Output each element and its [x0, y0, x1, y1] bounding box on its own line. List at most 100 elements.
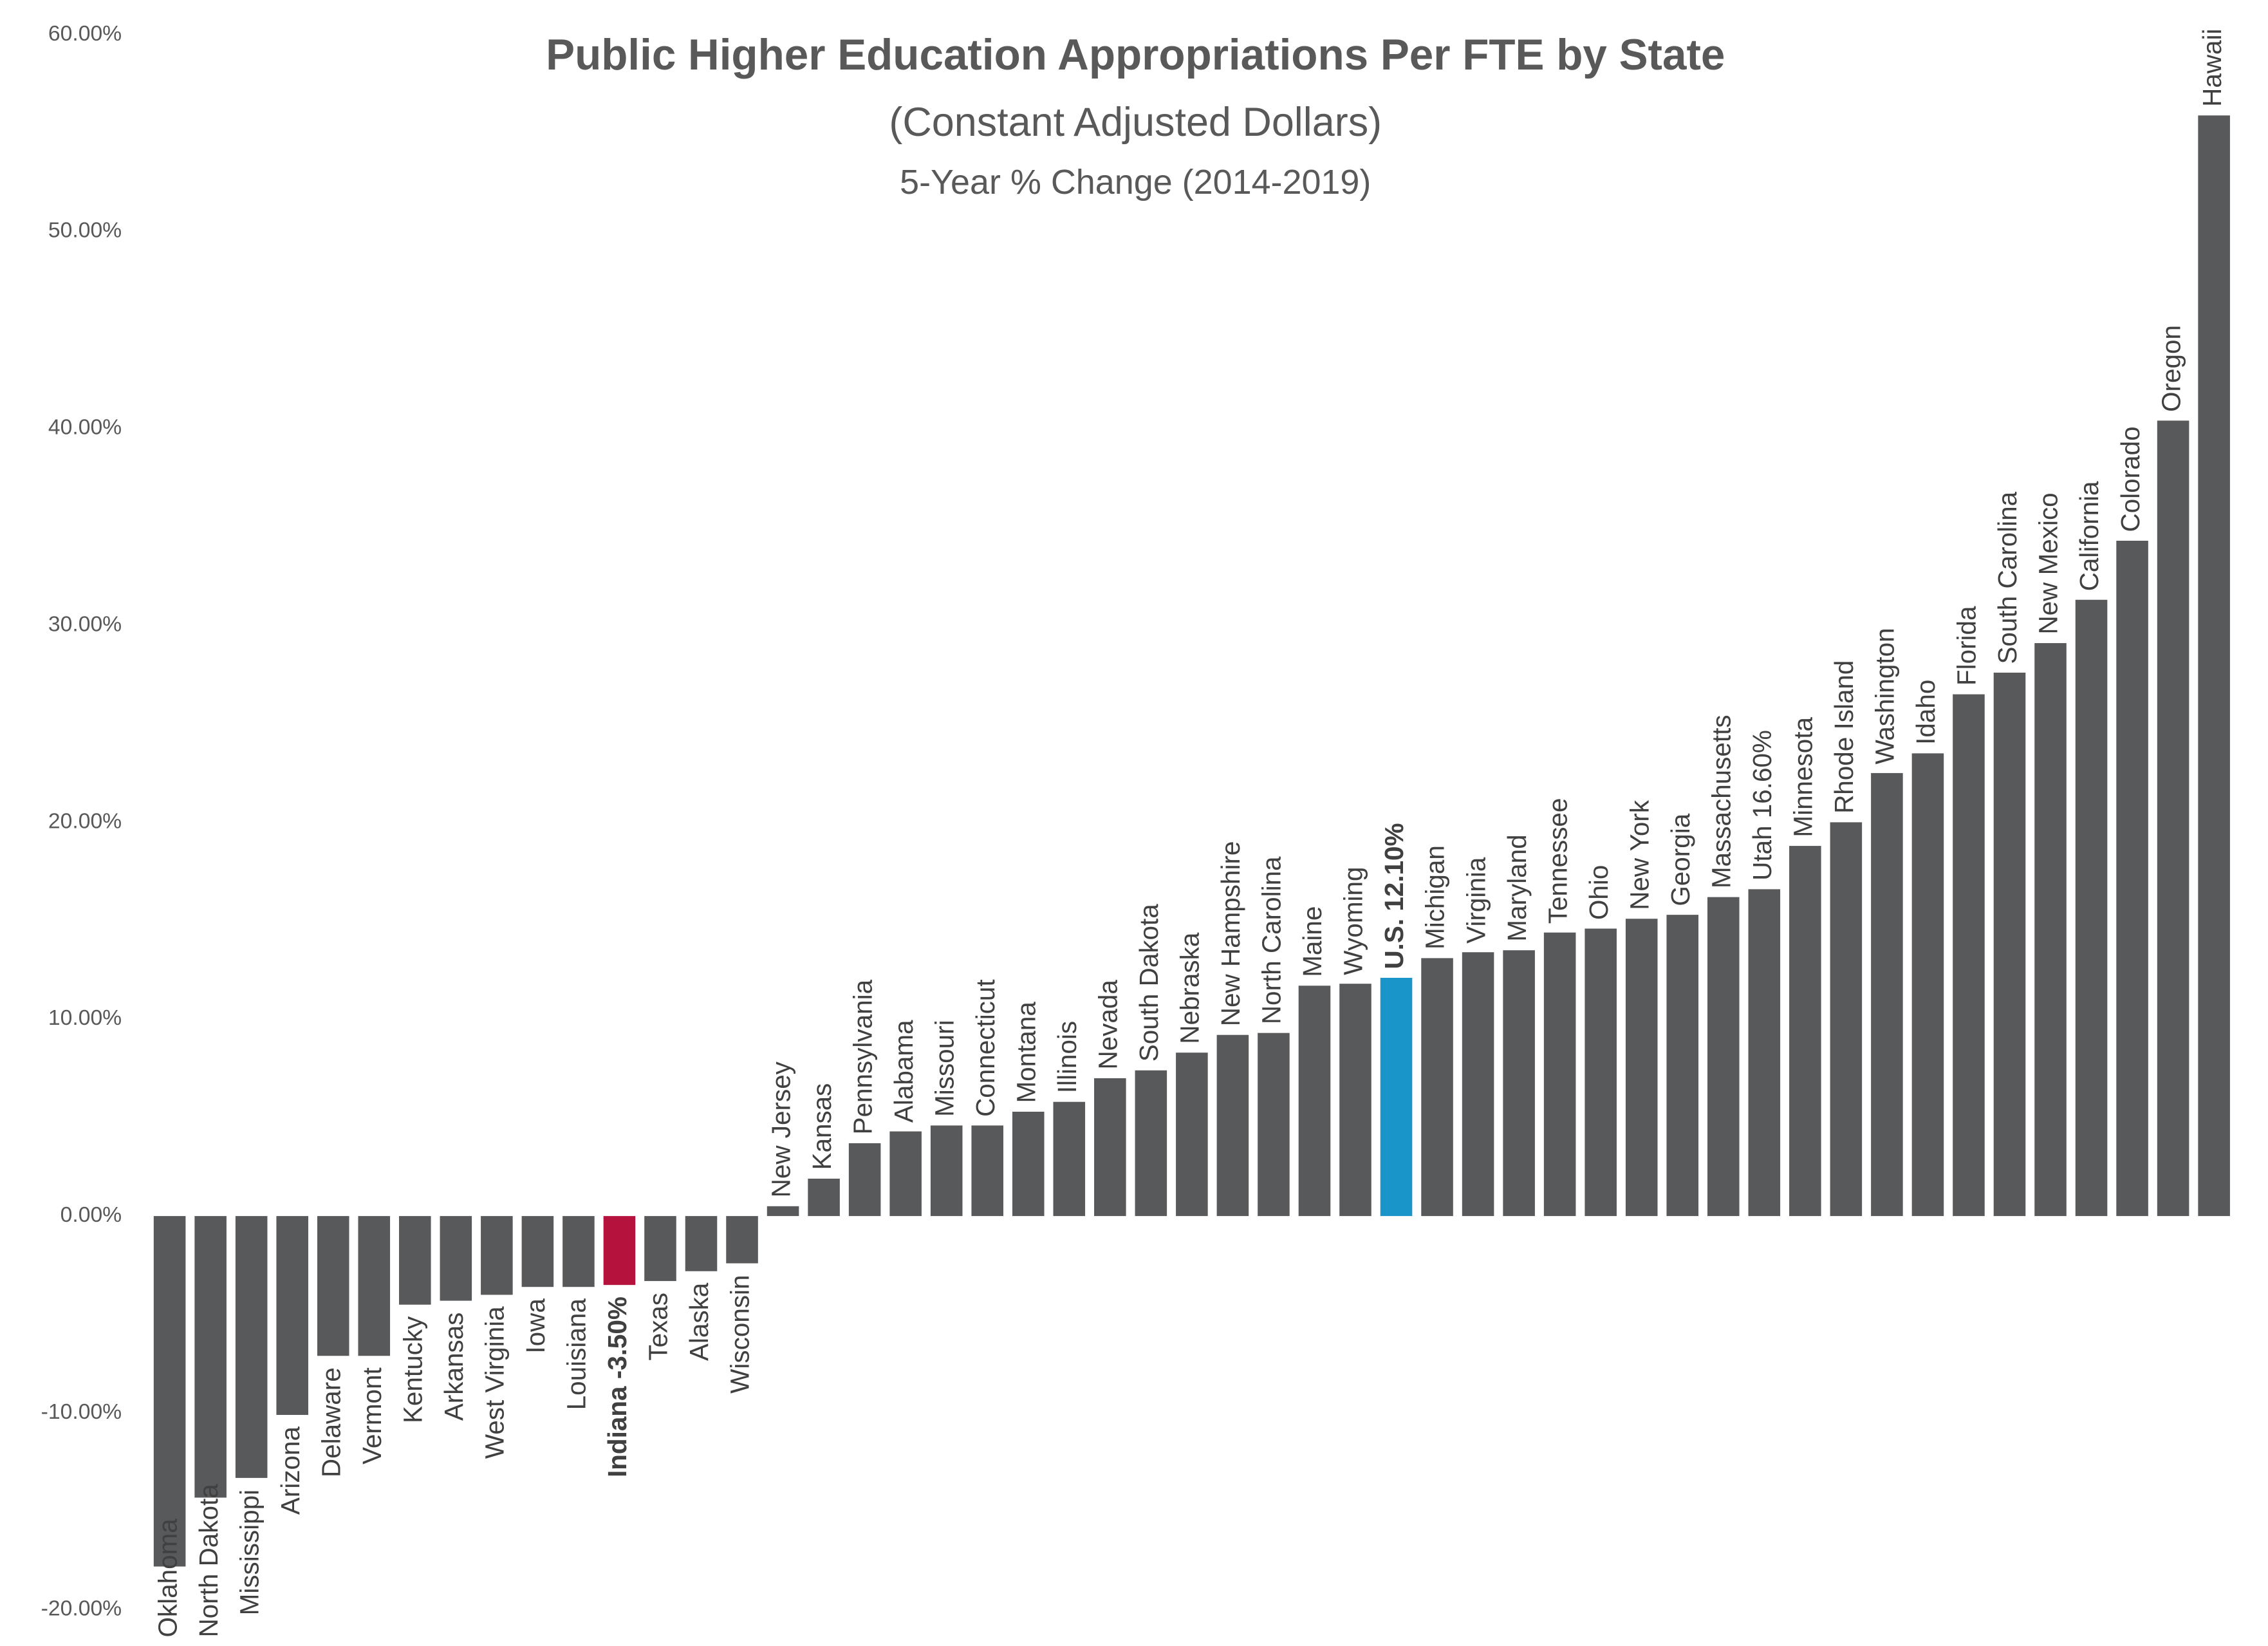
bar-label: Connecticut	[971, 979, 1000, 1117]
bar-label: Alabama	[889, 1020, 918, 1123]
bar-label: Arkansas	[439, 1313, 469, 1421]
bar-label: Tennessee	[1543, 798, 1572, 924]
bar-label: New Mexico	[2034, 492, 2063, 634]
bar-label: Florida	[1952, 606, 1982, 686]
bar-label: Kentucky	[398, 1316, 427, 1423]
bar-label: Nebraska	[1175, 932, 1205, 1044]
bar-label: Minnesota	[1789, 717, 1818, 837]
bar	[848, 1143, 881, 1217]
y-tick-label: -20.00%	[41, 1596, 122, 1621]
bar-label: New Hampshire	[1216, 841, 1245, 1027]
bar-label: Maryland	[1502, 834, 1532, 941]
bar-label: Wisconsin	[725, 1275, 755, 1393]
bar-label: Kansas	[807, 1083, 837, 1170]
bar	[2157, 420, 2189, 1217]
bar	[276, 1216, 308, 1416]
chart-subtitle: (Constant Adjusted Dollars)	[889, 100, 1382, 145]
bar	[317, 1216, 349, 1356]
bar	[726, 1216, 758, 1264]
bar	[1216, 1034, 1249, 1217]
bar	[399, 1216, 431, 1305]
bar-label: Rhode Island	[1829, 660, 1859, 814]
bar-label: North Carolina	[1257, 856, 1287, 1024]
y-tick-label: 10.00%	[48, 1005, 122, 1030]
bar	[603, 1216, 636, 1286]
bar-label: South Carolina	[1993, 491, 2022, 664]
bar-label: Hawaii	[2197, 28, 2227, 106]
bar	[1666, 915, 1699, 1217]
bar	[521, 1216, 554, 1287]
bar	[1748, 889, 1781, 1217]
bar	[1298, 986, 1331, 1217]
y-tick-label: 30.00%	[48, 612, 122, 636]
bar	[1830, 822, 1863, 1217]
bar-label: Ohio	[1584, 865, 1613, 920]
bar	[644, 1216, 676, 1282]
bar	[2198, 115, 2230, 1217]
bar	[889, 1131, 922, 1217]
bar-label: Montana	[1011, 1002, 1041, 1103]
bar-label: Texas	[644, 1293, 673, 1361]
bar-label: Maine	[1297, 906, 1327, 977]
bar	[1380, 978, 1413, 1217]
bar	[1953, 694, 1985, 1217]
bar-label: South Dakota	[1134, 904, 1164, 1062]
bar-label: Arizona	[275, 1426, 305, 1515]
bar	[685, 1216, 718, 1271]
bar-label: West Virginia	[480, 1306, 510, 1459]
bar	[358, 1216, 391, 1356]
bar-label: Pennsylvania	[848, 979, 877, 1134]
chart-title: Public Higher Education Appropriations P…	[546, 31, 1725, 79]
bar	[1911, 753, 1944, 1217]
bar	[2075, 599, 2108, 1217]
bar-label: Massachusetts	[1706, 715, 1736, 888]
chart-subtitle: 5-Year % Change (2014-2019)	[900, 163, 1371, 201]
bar	[1789, 846, 1821, 1217]
bar-label: Oklahoma	[153, 1519, 182, 1638]
bar-label: New York	[1624, 800, 1654, 910]
bar	[562, 1216, 595, 1287]
y-tick-label: -10.00%	[41, 1399, 122, 1424]
bar	[1258, 1033, 1290, 1217]
y-tick-label: 40.00%	[48, 415, 122, 440]
bar	[1135, 1070, 1167, 1217]
bar-label: Louisiana	[562, 1298, 591, 1410]
bar-label: Virginia	[1461, 857, 1491, 944]
bar	[1871, 772, 1903, 1217]
bar-label: Michigan	[1420, 845, 1450, 949]
bar-label: California	[2074, 481, 2104, 591]
bar-label: Washington	[1870, 628, 1900, 764]
bar-label: Illinois	[1052, 1021, 1082, 1093]
bar-label: New Jersey	[766, 1061, 795, 1197]
bar	[440, 1216, 472, 1301]
bar	[1176, 1052, 1208, 1217]
bar	[1094, 1078, 1126, 1217]
bar-label: Oregon	[2156, 325, 2186, 412]
bar-label: North Dakota	[194, 1484, 223, 1638]
bar	[481, 1216, 513, 1295]
bar-label: Idaho	[1911, 680, 1940, 745]
bar-label: Alaska	[684, 1282, 714, 1361]
bar	[2034, 643, 2067, 1217]
bar	[1503, 950, 1535, 1217]
bar-label: Iowa	[521, 1298, 550, 1354]
bar	[1053, 1101, 1086, 1217]
bar-label: Colorado	[2115, 426, 2145, 532]
bar	[153, 1216, 186, 1567]
bar	[235, 1216, 268, 1478]
bar	[808, 1178, 840, 1217]
bar-label: U.S. 12.10%	[1379, 823, 1409, 969]
bar-label: Georgia	[1666, 813, 1695, 906]
bar	[1339, 984, 1371, 1217]
bar	[767, 1206, 799, 1217]
bar-label: Delaware	[316, 1367, 346, 1477]
bar-label: Missouri	[929, 1020, 959, 1117]
bar-label: Vermont	[357, 1367, 387, 1464]
bar-label: Mississippi	[234, 1490, 264, 1615]
bar	[1012, 1111, 1045, 1217]
bar-label: Nevada	[1093, 980, 1123, 1070]
bar	[1462, 952, 1494, 1217]
y-tick-label: 60.00%	[48, 21, 122, 46]
